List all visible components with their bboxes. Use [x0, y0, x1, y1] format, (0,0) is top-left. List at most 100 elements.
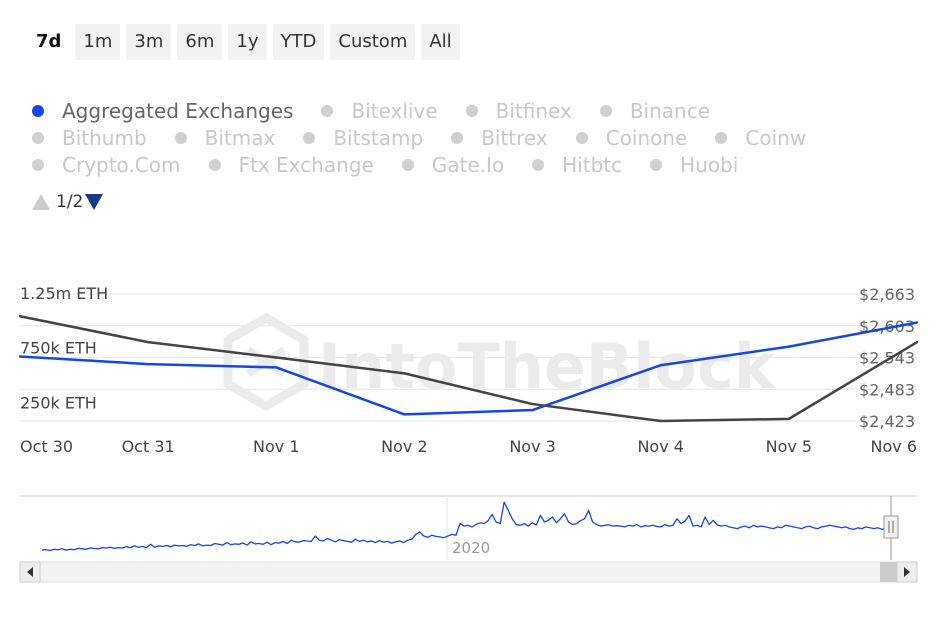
legend-item-coinone[interactable]: Coinone	[575, 125, 688, 150]
price-series-point[interactable]	[531, 402, 534, 406]
volume-series-point[interactable]	[531, 408, 534, 412]
volume-series-point[interactable]	[787, 345, 791, 348]
price-series-point[interactable]	[275, 356, 278, 359]
legend-dot-icon	[451, 131, 464, 144]
price-series-line[interactable]	[19, 314, 918, 423]
legend: Aggregated Exchanges Bitexlive Bitfinex Bin…	[32, 97, 912, 178]
watermark-text: IntoTheBlock	[318, 330, 777, 403]
price-series-point[interactable]	[18, 315, 22, 318]
right-tick-label: $2,543	[859, 349, 915, 368]
legend-label: Hitbtc	[562, 152, 623, 177]
legend-item-aggregated-exchanges[interactable]: Aggregated Exchanges	[32, 99, 293, 123]
legend-label: Gate.Io	[431, 152, 505, 177]
volume-series-point[interactable]	[18, 355, 22, 358]
range-button-3m[interactable]: 3m	[126, 24, 172, 60]
legend-dot-icon	[303, 131, 316, 144]
range-button-1m[interactable]: 1m	[75, 24, 121, 60]
navigator-series	[41, 501, 891, 552]
legend-label: Bitfinex	[495, 98, 572, 123]
scroll-left-arrow-icon	[27, 567, 33, 577]
legend-dot-icon	[465, 104, 478, 117]
price-series-point[interactable]	[146, 340, 150, 344]
legend-label: Huobi	[680, 152, 739, 177]
range-button-1y[interactable]: 1y	[228, 24, 267, 60]
legend-dot-icon	[32, 158, 44, 171]
range-button-6m[interactable]: 6m	[177, 24, 223, 60]
range-button-all[interactable]: All	[421, 24, 460, 60]
range-button-custom[interactable]: Custom	[330, 24, 416, 60]
right-tick-label: $2,663	[859, 285, 915, 304]
legend-row: Aggregated Exchanges Bitexlive Bitfinex Bin…	[32, 97, 912, 124]
pager-up-arrow-icon[interactable]	[32, 194, 50, 210]
legend-label: Bitexlive	[351, 98, 438, 123]
legend-label: Crypto.Com	[62, 152, 181, 177]
legend-item-bitstamp[interactable]: Bitstamp	[303, 126, 423, 150]
volume-series-point[interactable]	[403, 413, 406, 416]
series	[18, 314, 919, 423]
volume-series-point[interactable]	[659, 364, 662, 367]
range-button-ytd[interactable]: YTD	[272, 24, 325, 60]
right-axis: $2,663$2,603$2,543$2,483$2,423	[859, 285, 915, 431]
legend-row: Crypto.Com Ftx Exchange Gate.Io Hitbtc Huobi	[32, 151, 912, 178]
legend-label: Coinw	[745, 125, 807, 150]
left-axis: 1.25m ETH 750k ETH 250k ETH	[20, 284, 108, 412]
legend-item-bitexlive[interactable]: Bitexlive	[321, 98, 438, 123]
navigator[interactable]: 2020	[19, 495, 918, 583]
legend-dot-icon	[401, 158, 414, 171]
x-tick-label: Oct 31	[122, 437, 175, 456]
legend-item-bithumb[interactable]: Bithumb	[32, 126, 147, 150]
scroll-right-arrow-icon	[904, 567, 910, 577]
legend-item-bitmax[interactable]: Bitmax	[174, 126, 275, 150]
legend-item-huobi[interactable]: Huobi	[650, 153, 738, 177]
legend-label: Ftx Exchange	[238, 152, 374, 177]
price-series-point[interactable]	[915, 340, 919, 344]
right-tick-label: $2,483	[859, 380, 915, 399]
legend-dot-icon	[532, 158, 545, 171]
legend-dot-icon	[208, 158, 221, 171]
legend-item-coinw[interactable]: Coinw	[715, 126, 806, 150]
pager-label: 1/2	[56, 192, 84, 212]
legend-label: Aggregated Exchanges	[62, 98, 294, 123]
watermark-logo-icon	[223, 312, 309, 412]
legend-pager: 1/2	[32, 192, 104, 212]
legend-item-binance[interactable]: Binance	[599, 99, 710, 123]
x-tick-label: Nov 3	[509, 437, 556, 456]
x-axis: Oct 30 Oct 31 Nov 1 Nov 2 Nov 3 Nov 4 Nov 5 Nov…	[20, 437, 917, 456]
x-tick-label: Nov 4	[637, 437, 684, 456]
legend-dot-icon	[32, 104, 44, 117]
legend-item-ftx-exchange[interactable]: Ftx Exchange	[208, 152, 374, 177]
legend-item-hitbtc[interactable]: Hitbtc	[532, 153, 622, 177]
legend-dot-icon	[32, 131, 44, 144]
legend-dot-icon	[599, 104, 612, 117]
navigator-scrollbar[interactable]	[19, 561, 918, 583]
x-tick-label: Oct 30	[20, 437, 73, 456]
navigator-handle[interactable]	[883, 515, 899, 539]
price-series-point[interactable]	[659, 419, 662, 423]
legend-label: Coinone	[605, 125, 688, 150]
navigator-year-label: 2020	[452, 539, 490, 557]
left-tick-label: 250k ETH	[20, 393, 97, 412]
legend-row: Bithumb Bitmax Bitstamp Bittrex Coinone Coinw	[32, 124, 912, 151]
legend-dot-icon	[715, 131, 728, 144]
x-tick-label: Nov 2	[381, 437, 428, 456]
watermark: IntoTheBlock	[223, 312, 777, 412]
volume-series-line[interactable]	[19, 321, 918, 416]
pager-down-arrow-icon[interactable]	[85, 194, 104, 210]
legend-item-bittrex[interactable]: Bittrex	[451, 126, 548, 150]
legend-label: Bithumb	[62, 125, 147, 150]
x-tick-label: Nov 6	[871, 437, 918, 456]
legend-dot-icon	[575, 131, 588, 144]
legend-dot-icon	[174, 131, 187, 144]
left-tick-label: 1.25m ETH	[20, 284, 108, 303]
x-tick-label: Nov 1	[253, 437, 300, 456]
price-series-point[interactable]	[787, 417, 791, 421]
volume-series-point[interactable]	[915, 321, 919, 324]
range-button-7d[interactable]: 7d	[28, 24, 70, 60]
volume-series-point[interactable]	[275, 366, 278, 369]
legend-item-crypto-com[interactable]: Crypto.Com	[32, 153, 181, 177]
legend-item-gate-io[interactable]: Gate.Io	[401, 152, 505, 177]
price-series-point[interactable]	[403, 372, 406, 375]
legend-item-bitfinex[interactable]: Bitfinex	[465, 98, 572, 123]
volume-series-point[interactable]	[146, 362, 150, 366]
